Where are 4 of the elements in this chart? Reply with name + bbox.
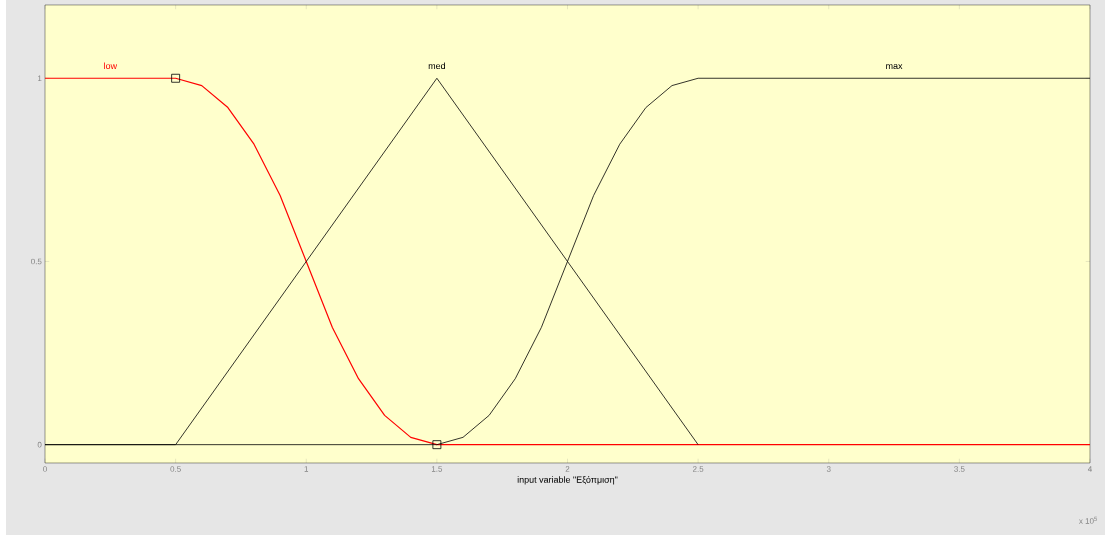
series-label: low [104,62,118,70]
series-label: med [428,62,446,70]
x-axis-title: input variable "Εξόπμιση" [517,476,618,485]
series-label: max [886,64,903,70]
